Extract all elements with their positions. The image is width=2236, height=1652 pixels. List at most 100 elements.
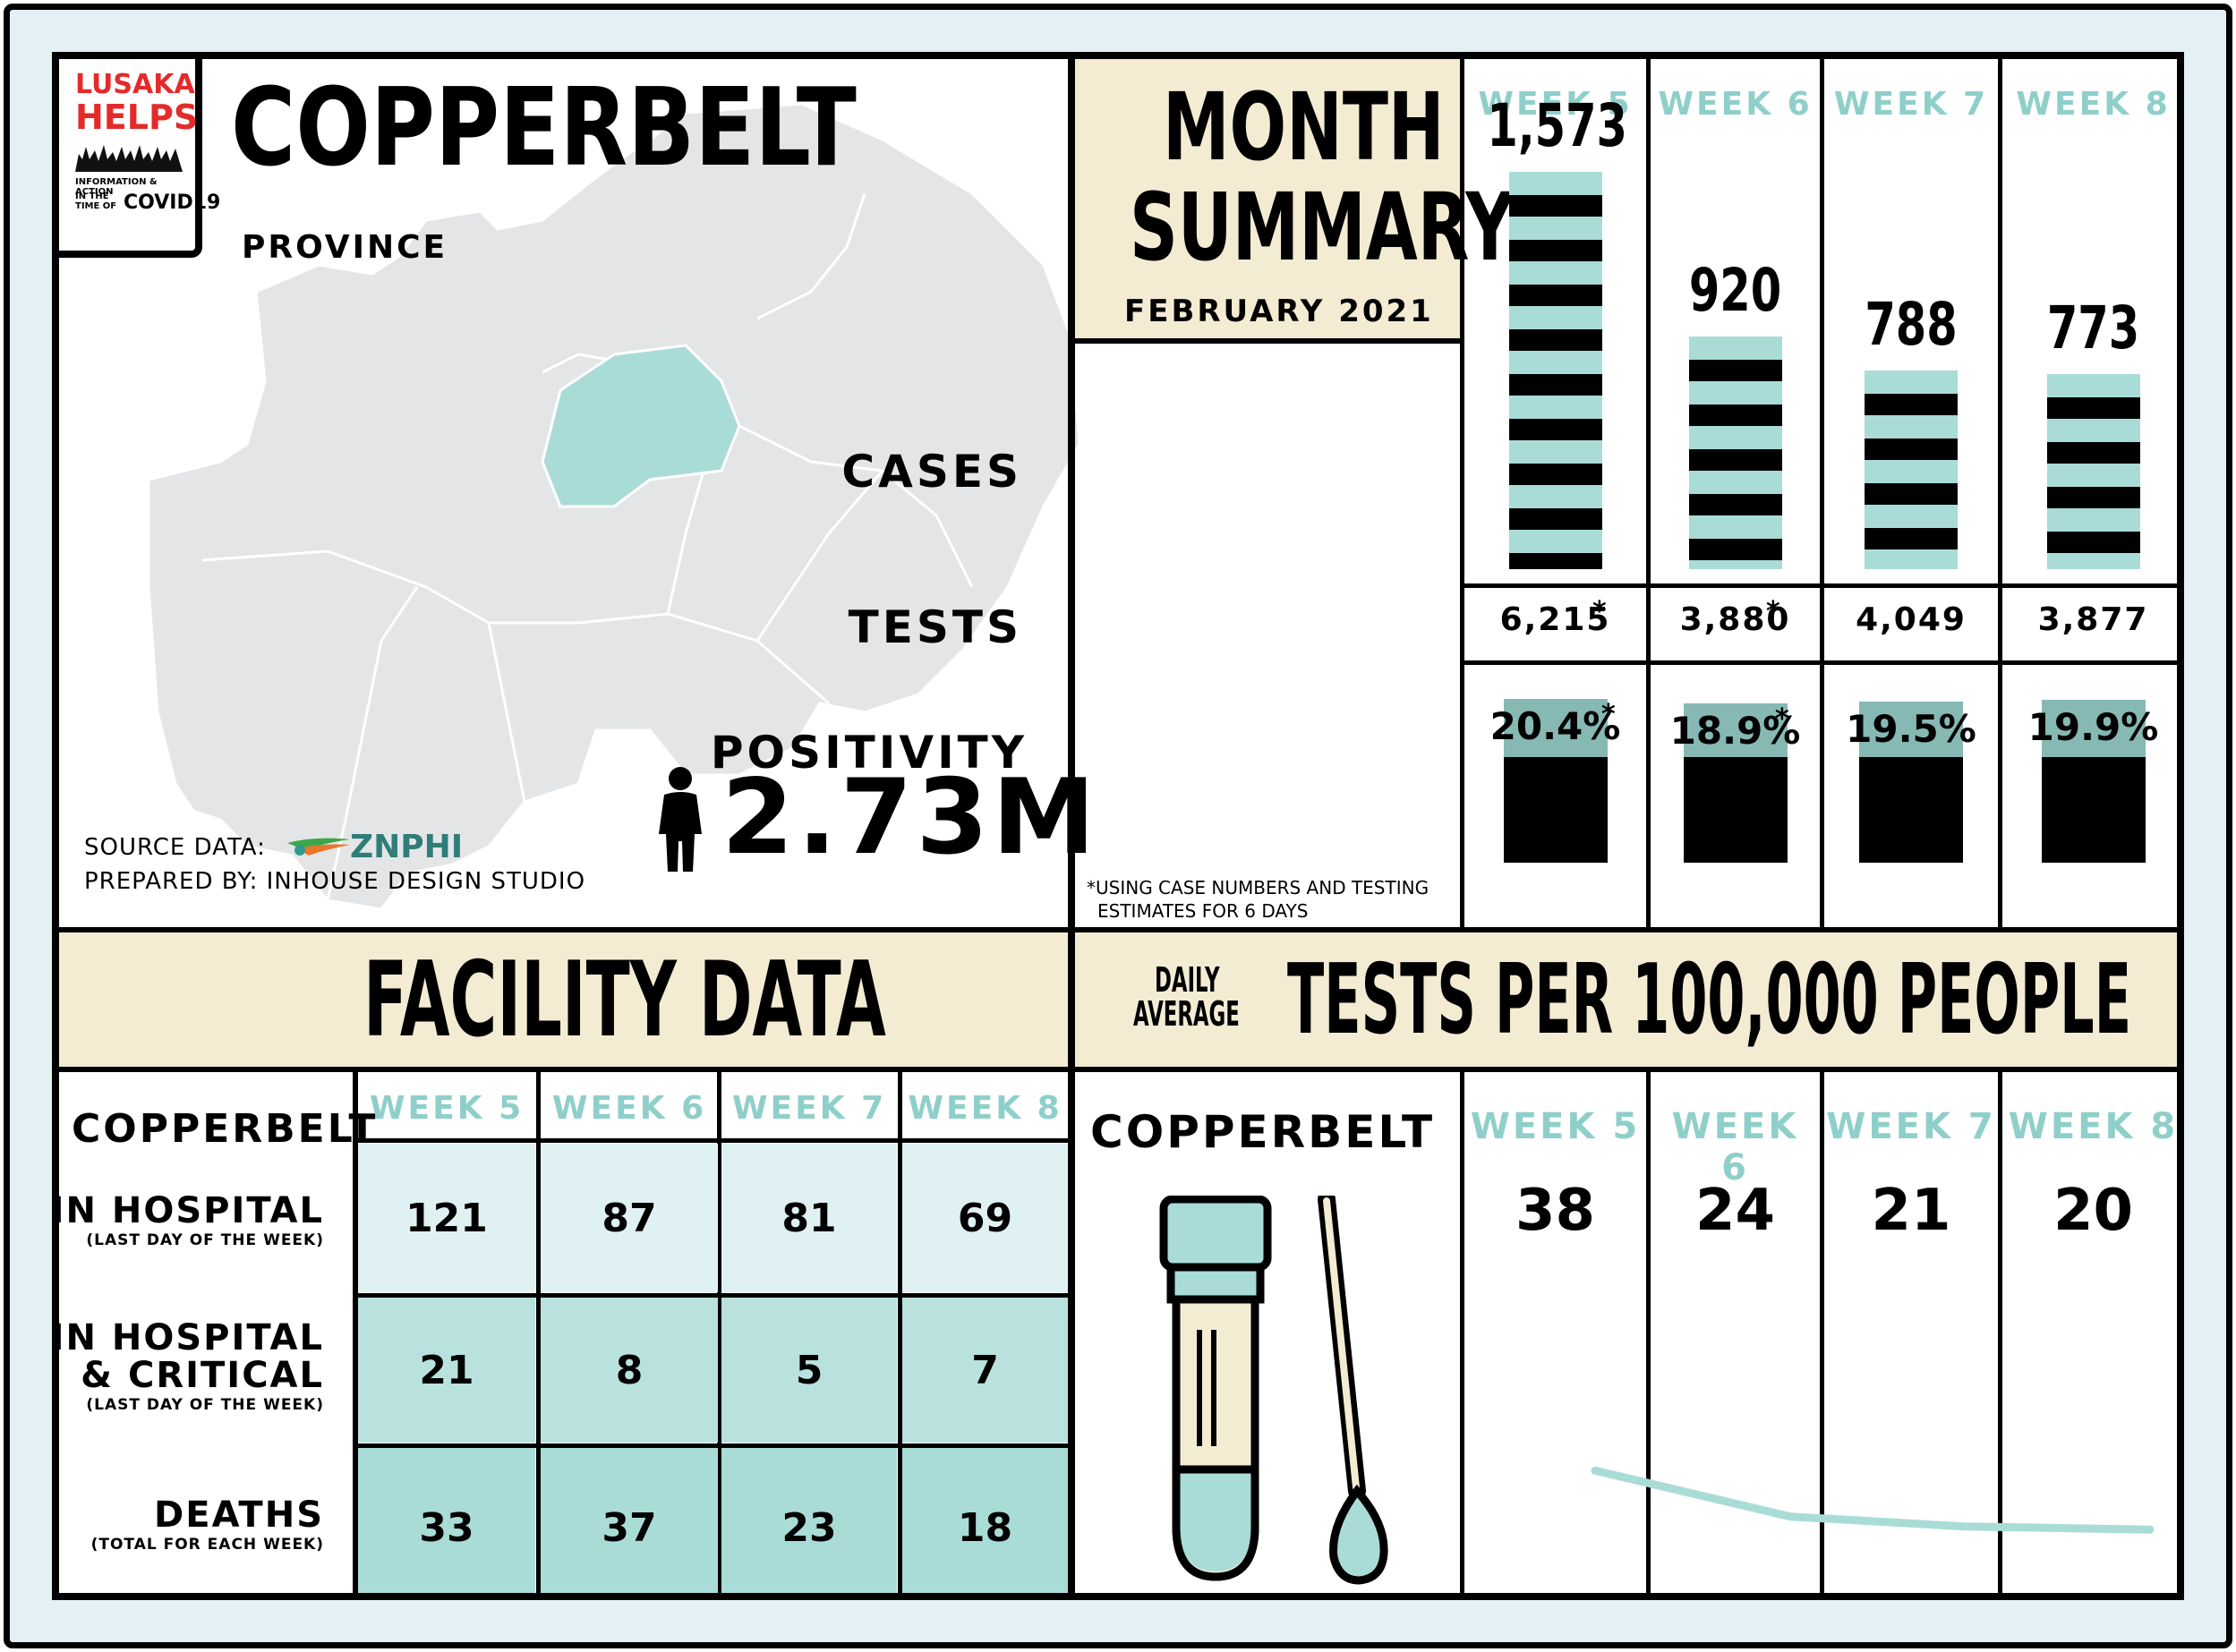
summary-week-label: WEEK 5 <box>1478 86 1633 123</box>
tests-value: 3,877 <box>2037 601 2149 638</box>
tests-footnote-mark: * <box>1592 596 1607 627</box>
summary-box-border <box>1075 338 1462 344</box>
positivity-footnote-mark: * <box>1775 703 1789 735</box>
test-tube-icon <box>1159 1196 1388 1585</box>
facility-row-label: IN HOSPITAL <box>52 1317 324 1358</box>
positivity-label: POSITIVITY <box>710 727 1028 779</box>
facility-cell: 69 <box>902 1144 1068 1292</box>
province-label: PROVINCE <box>242 229 448 266</box>
positivity-value: 19.5% <box>1846 706 1976 751</box>
facility-row-label: DEATHS <box>154 1494 324 1536</box>
positivity-value: 18.9% <box>1669 708 1801 753</box>
vertical-divider-main <box>1068 59 1075 1593</box>
facility-row-note: (LAST DAY OF THE WEEK) <box>86 1396 324 1414</box>
logo-tagline1: INFORMATION & ACTION <box>75 177 158 197</box>
cases-value: 1,573 <box>1487 90 1627 160</box>
facility-row-label: IN HOSPITAL <box>52 1190 324 1231</box>
footnote-line2: ESTIMATES FOR 6 DAYS <box>1097 900 1309 922</box>
logo-tagline3: COVID19 <box>124 192 221 214</box>
facility-cell: 7 <box>902 1298 1068 1443</box>
facility-cell: 33 <box>358 1448 535 1593</box>
facility-row-note: (TOTAL FOR EACH WEEK) <box>90 1536 324 1554</box>
footnote-line1: *USING CASE NUMBERS AND TESTING <box>1087 877 1430 898</box>
prepared-by: PREPARED BY: INHOUSE DESIGN STUDIO <box>84 868 586 895</box>
tests-header-border <box>1075 1067 2177 1072</box>
facility-cell: 121 <box>358 1144 535 1292</box>
tests-value: 6,215 <box>1499 601 1611 638</box>
summary-week-label: WEEK 7 <box>1833 86 1989 123</box>
tests-week-label: WEEK 8 <box>2008 1106 2179 1147</box>
facility-cell: 23 <box>721 1448 897 1593</box>
tests-label: TESTS <box>848 601 1022 653</box>
facility-header-border <box>59 1067 1068 1072</box>
tests-value: 3,880 <box>1679 601 1791 638</box>
facility-row-note: (LAST DAY OF THE WEEK) <box>86 1231 324 1249</box>
facility-cell: 8 <box>541 1298 718 1443</box>
cases-value: 773 <box>2046 293 2140 362</box>
positivity-base <box>2041 757 2146 863</box>
tests-trend-line <box>1591 1466 2155 1534</box>
raised-hands-icon <box>75 145 183 172</box>
summary-grid-line <box>1460 583 2177 588</box>
cases-bar <box>1508 171 1602 569</box>
facility-grid-line <box>358 1293 1068 1298</box>
facility-grid-line <box>898 1072 902 1593</box>
facility-grid-line <box>358 1443 1068 1448</box>
tests-grid-line <box>1460 1072 1464 1593</box>
facility-cell: 18 <box>902 1448 1068 1593</box>
facility-header-box <box>59 932 1068 1067</box>
cases-bar <box>2046 373 2140 569</box>
positivity-bar <box>1503 698 1608 757</box>
facility-week-label: WEEK 5 <box>369 1090 525 1127</box>
facility-cell: 21 <box>358 1298 535 1443</box>
summary-grid-line <box>1820 59 1824 927</box>
facility-row-label-2: & CRITICAL <box>81 1355 324 1396</box>
tests-grid-line <box>1820 1072 1824 1593</box>
summary-week-label: WEEK 6 <box>1658 86 1813 123</box>
tests-prefix-line1: DAILY <box>1155 960 1220 1000</box>
summary-title-line2: SUMMARY <box>1130 173 1515 282</box>
tests-value: 21 <box>1871 1178 1951 1244</box>
positivity-base <box>1503 757 1608 863</box>
month-summary-box <box>1075 59 1460 338</box>
summary-week-label: WEEK 8 <box>2016 86 2171 123</box>
cases-bar <box>1688 336 1782 569</box>
summary-period: FEBRUARY 2021 <box>1124 294 1434 329</box>
tests-value: 20 <box>2053 1178 2134 1244</box>
tests-week-label: WEEK 5 <box>1470 1106 1641 1147</box>
tests-title: TESTS PER 100,000 PEOPLE <box>1287 944 2132 1056</box>
source-org: ZNPHI <box>350 829 464 865</box>
horizontal-divider-main <box>59 927 2177 932</box>
facility-cell: 37 <box>541 1448 718 1593</box>
facility-week-label: WEEK 6 <box>551 1090 707 1127</box>
positivity-bar <box>2041 700 2146 757</box>
positivity-base <box>1859 757 1963 863</box>
tests-prefix-line2: AVERAGE <box>1133 994 1240 1034</box>
summary-grid-line <box>1460 660 2177 665</box>
facility-cell: 81 <box>721 1144 897 1292</box>
logo-tagline2: IN THE TIME OF <box>75 192 117 211</box>
tests-value: 24 <box>1694 1178 1776 1244</box>
positivity-bar <box>1683 703 1788 757</box>
facility-grid-line <box>353 1072 358 1593</box>
positivity-base <box>1683 757 1788 863</box>
cases-value: 788 <box>1865 289 1958 359</box>
tests-grid-line <box>1646 1072 1651 1593</box>
facility-cell: 5 <box>721 1298 897 1443</box>
tests-footnote-mark: * <box>1766 596 1780 627</box>
positivity-value: 20.4% <box>1489 703 1621 748</box>
tests-trend-chart <box>1591 1466 2155 1534</box>
znphi-logo-icon <box>287 838 350 856</box>
logo-line1: LUSAKA <box>75 69 195 100</box>
summary-grid-line <box>1646 59 1651 927</box>
lusaka-helps-logo: LUSAKA HELPS INFORMATION & ACTION IN THE… <box>59 59 220 258</box>
cases-label: CASES <box>841 446 1022 498</box>
positivity-value: 19.9% <box>2027 705 2159 750</box>
tests-region: COPPERBELT <box>1090 1106 1436 1158</box>
facility-week-label: WEEK 8 <box>908 1090 1063 1127</box>
facility-title: FACILITY DATA <box>363 940 886 1060</box>
province-name: COPPERBELT <box>231 66 857 191</box>
population-value: 2.73M <box>721 757 1099 878</box>
tests-header-box <box>1075 932 2177 1067</box>
tests-week-label: WEEK 7 <box>1826 1106 1996 1147</box>
